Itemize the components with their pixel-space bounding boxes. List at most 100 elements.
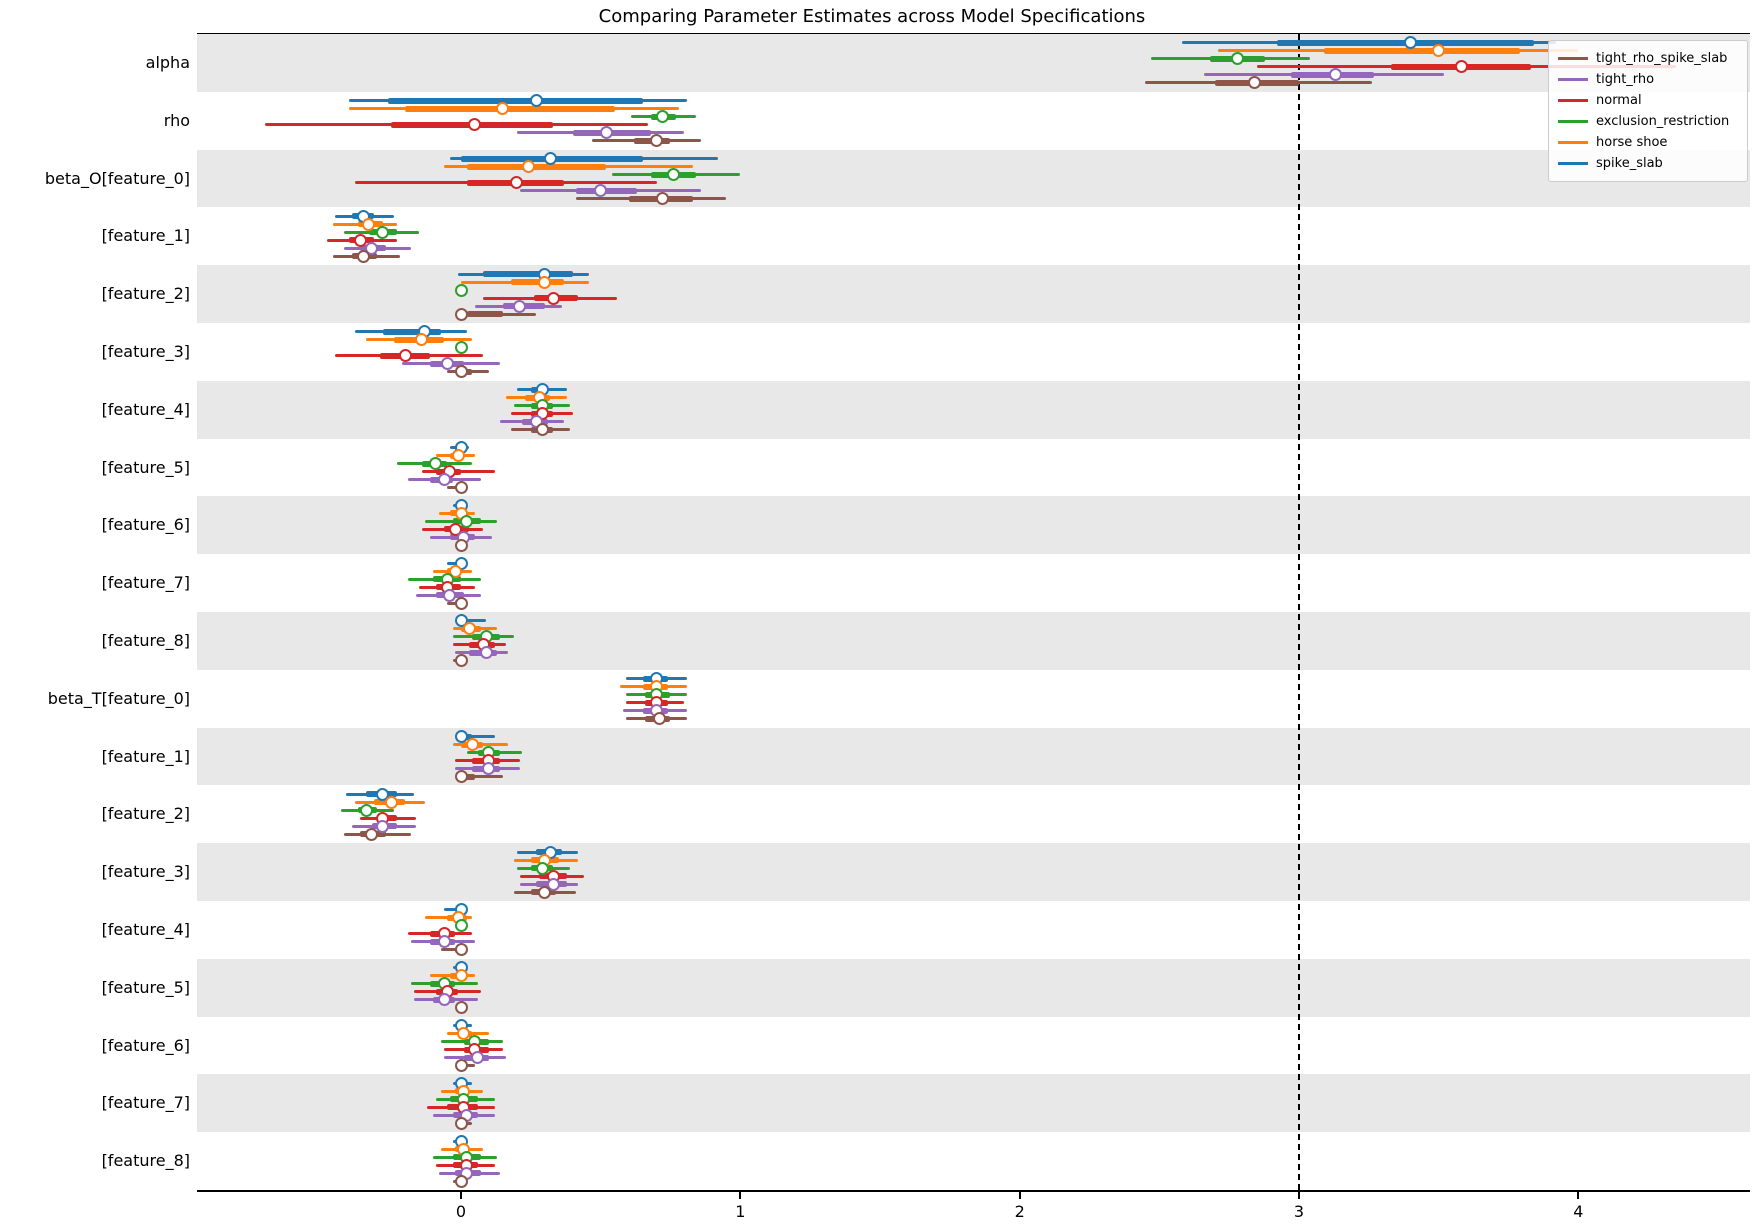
ci-line xyxy=(461,775,503,778)
y-axis-label: beta_T[feature_0] xyxy=(47,688,190,708)
point-marker xyxy=(384,795,398,809)
point-marker xyxy=(365,827,379,841)
point-marker xyxy=(362,217,376,231)
ci-line xyxy=(455,735,495,738)
y-axis-label: [feature_2] xyxy=(101,804,190,824)
y-axis-label: [feature_7] xyxy=(101,573,190,593)
point-marker xyxy=(538,275,552,289)
legend-label: tight_rho xyxy=(1596,72,1655,87)
point-marker xyxy=(652,712,666,726)
point-marker xyxy=(546,877,560,891)
hdi-line xyxy=(511,279,565,286)
hdi-line xyxy=(405,105,615,112)
point-marker xyxy=(462,622,476,636)
point-marker xyxy=(398,349,412,363)
point-marker xyxy=(496,102,510,116)
point-marker xyxy=(454,969,468,983)
point-marker xyxy=(529,94,543,108)
point-marker xyxy=(454,481,468,494)
legend-swatch-horse-shoe xyxy=(1558,141,1588,144)
row-band xyxy=(197,265,1750,323)
point-marker xyxy=(482,762,496,775)
point-marker xyxy=(513,299,527,313)
point-marker xyxy=(1454,60,1468,74)
point-marker xyxy=(538,885,552,899)
point-marker xyxy=(437,993,451,1007)
ci-line xyxy=(441,948,464,952)
point-marker xyxy=(650,134,664,148)
legend-label: horse shoe xyxy=(1596,135,1668,150)
row-band xyxy=(197,149,1750,208)
point-marker xyxy=(546,291,560,305)
point-marker xyxy=(443,588,457,602)
x-axis-tick xyxy=(1297,1190,1300,1199)
point-marker xyxy=(1328,68,1342,82)
point-marker xyxy=(454,283,468,297)
point-marker xyxy=(359,803,373,817)
x-axis-tick-label: 0 xyxy=(455,1202,467,1221)
y-axis-label: [feature_6] xyxy=(101,515,190,535)
point-marker xyxy=(454,1116,468,1130)
x-axis-tick xyxy=(1018,1190,1021,1199)
legend-label: spike_slab xyxy=(1596,156,1663,171)
legend-label: exclusion_restriction xyxy=(1596,114,1730,129)
legend-swatch-spike_slab xyxy=(1558,162,1588,165)
legend-label: normal xyxy=(1596,93,1642,108)
legend-swatch-tight_rho xyxy=(1558,78,1588,81)
y-axis-label: [feature_5] xyxy=(101,457,190,477)
y-axis-label: [feature_3] xyxy=(101,341,190,361)
point-marker xyxy=(440,357,454,371)
chart-title: Comparing Parameter Estimates across Mod… xyxy=(598,6,1146,27)
row-band xyxy=(197,1074,1750,1133)
point-marker xyxy=(543,152,557,165)
point-marker xyxy=(599,126,613,140)
point-marker xyxy=(535,861,549,875)
point-marker xyxy=(535,423,549,437)
x-axis-tick-label: 1 xyxy=(735,1202,746,1221)
top-spine xyxy=(197,32,1750,34)
hdi-line xyxy=(466,163,607,170)
ci-line xyxy=(461,619,487,623)
y-axis-label: [feature_4] xyxy=(101,919,190,939)
y-axis-label: [feature_7] xyxy=(101,1093,190,1113)
point-marker xyxy=(454,919,468,933)
legend-item: exclusion_restriction xyxy=(1558,111,1738,132)
point-marker xyxy=(460,514,474,528)
point-marker xyxy=(510,176,524,189)
point-marker xyxy=(454,1059,468,1072)
point-marker xyxy=(437,473,451,486)
hdi-line xyxy=(1324,47,1520,54)
y-axis-label: [feature_2] xyxy=(101,284,190,304)
ci-line xyxy=(461,1064,475,1067)
point-marker xyxy=(353,233,367,247)
point-marker xyxy=(454,730,468,743)
y-axis-label: [feature_8] xyxy=(101,630,190,650)
point-marker xyxy=(376,819,390,833)
row-band xyxy=(197,496,1750,555)
x-axis-tick-label: 3 xyxy=(1293,1202,1305,1221)
legend-swatch-exclusion_restriction xyxy=(1558,120,1588,123)
hdi-line xyxy=(466,311,503,318)
y-axis-label: [feature_4] xyxy=(101,399,190,419)
point-marker xyxy=(521,160,535,173)
y-axis-label: alpha xyxy=(145,52,190,72)
legend-item: tight_rho_spike_slab xyxy=(1558,48,1738,69)
legend-item: normal xyxy=(1558,90,1738,111)
point-marker xyxy=(415,333,429,347)
ci-line xyxy=(444,908,464,912)
point-marker xyxy=(454,1174,468,1188)
x-axis-tick-label: 4 xyxy=(1573,1202,1584,1221)
point-marker xyxy=(454,654,468,668)
x-axis-tick xyxy=(1577,1190,1580,1199)
x-axis-tick xyxy=(460,1190,462,1199)
point-marker xyxy=(1231,52,1245,66)
y-axis-label: [feature_6] xyxy=(101,1035,190,1055)
legend-item: horse shoe xyxy=(1558,132,1738,153)
point-marker xyxy=(454,596,468,610)
point-marker xyxy=(655,192,669,205)
point-marker xyxy=(429,457,443,470)
point-marker xyxy=(468,118,482,132)
y-axis-label: [feature_1] xyxy=(101,746,190,766)
